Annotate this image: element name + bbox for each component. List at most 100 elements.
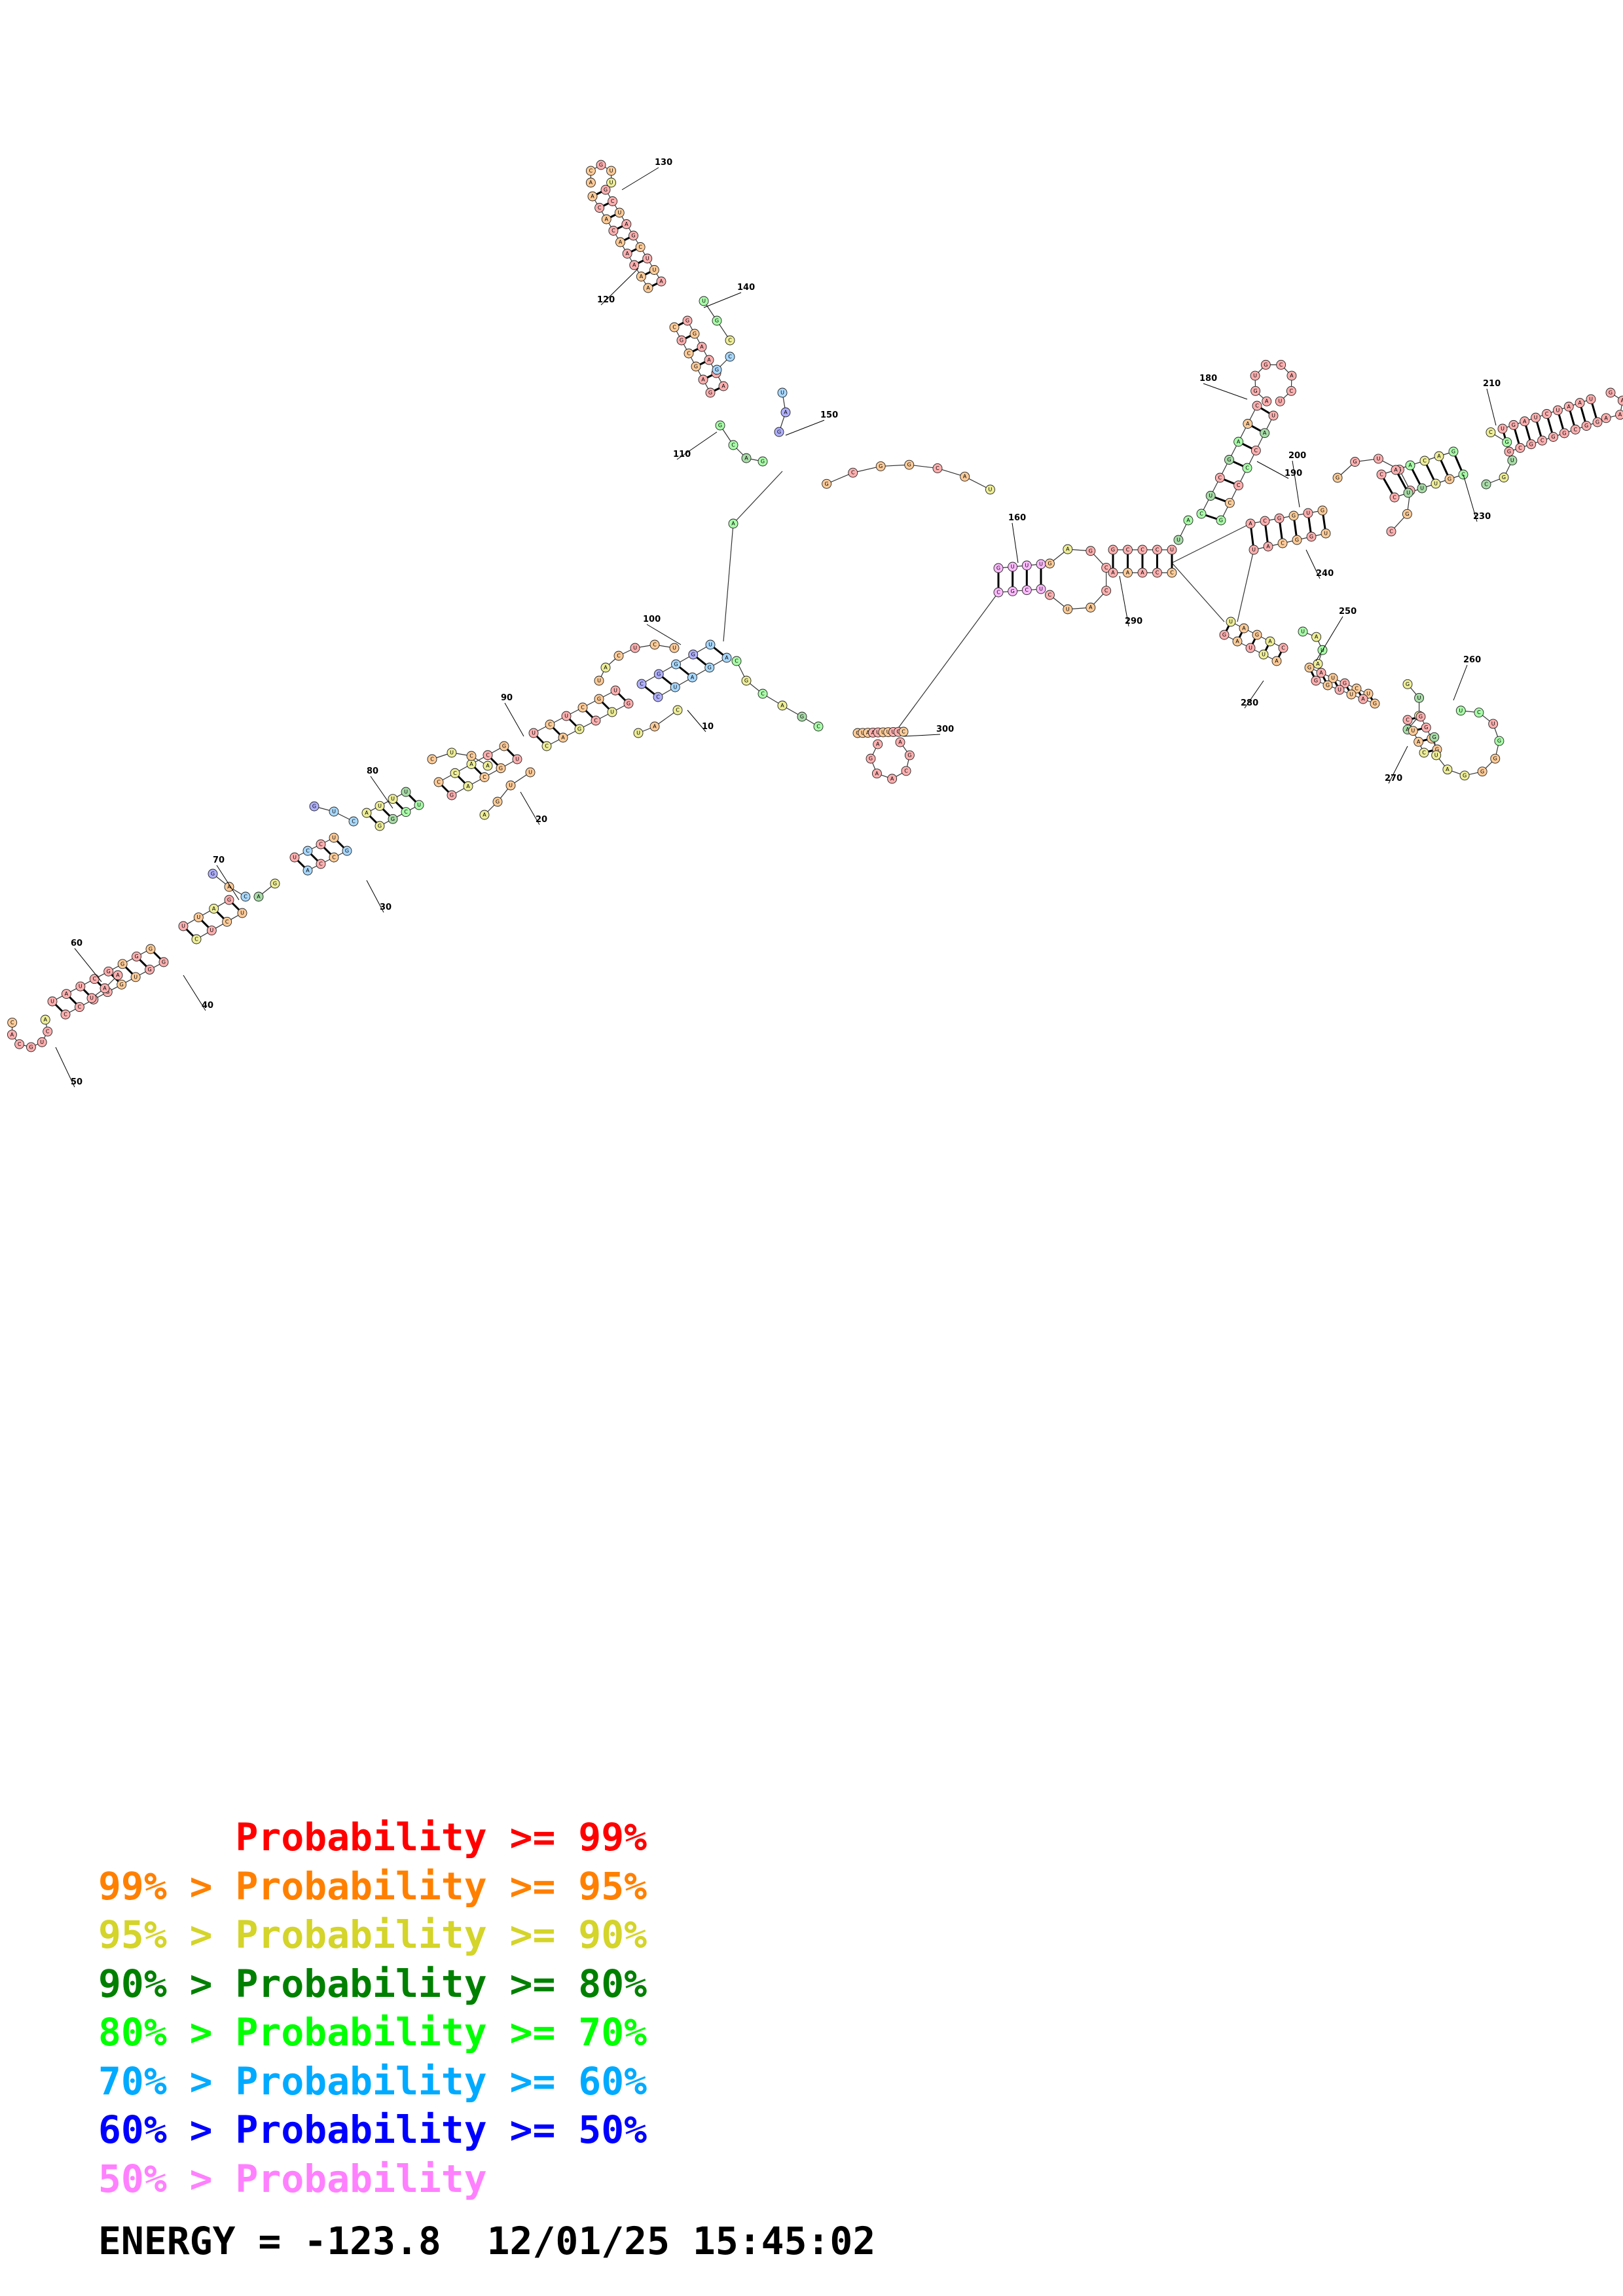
svg-text:G: G — [1314, 678, 1318, 684]
svg-text:C: C — [92, 976, 96, 982]
nucleotide: U — [1249, 545, 1259, 555]
svg-text:U: U — [417, 802, 421, 808]
legend-label: Probability >= 60% — [235, 2058, 647, 2104]
nucleotide: U — [505, 780, 516, 791]
nucleotide: U — [1507, 456, 1518, 465]
svg-text:G: G — [1307, 665, 1311, 671]
legend-prefix: 99% > — [98, 1863, 236, 1909]
nucleotide: U — [561, 711, 572, 721]
nucleotide: A — [873, 739, 883, 749]
base-pair-layer — [51, 188, 1599, 1016]
svg-text:C: C — [761, 691, 765, 697]
svg-text:G: G — [1227, 457, 1231, 463]
position-label: 230 — [1473, 512, 1491, 522]
svg-text:G: G — [134, 954, 138, 960]
legend-row: 90% > Probability >= 80% — [98, 1960, 647, 2009]
svg-text:A: A — [721, 384, 725, 389]
nucleotide: G — [1216, 515, 1226, 526]
nucleotide: C — [725, 335, 735, 346]
nucleotide: A — [1123, 567, 1133, 578]
nucleotide: A — [1271, 656, 1282, 666]
nucleotide: G — [158, 957, 169, 967]
legend-label: Probability — [235, 2156, 487, 2201]
svg-text:A: A — [731, 521, 735, 527]
svg-text:G: G — [1584, 423, 1588, 429]
svg-text:U: U — [240, 910, 244, 916]
svg-text:A: A — [1578, 400, 1582, 406]
svg-text:G: G — [391, 816, 395, 822]
energy-value: -123.8 — [304, 2219, 441, 2263]
svg-text:G: G — [599, 162, 603, 168]
nucleotide: U — [1036, 584, 1046, 594]
svg-text:C: C — [638, 244, 642, 250]
nucleotide: C — [672, 705, 683, 715]
nucleotide: C — [316, 859, 326, 869]
svg-text:G: G — [996, 565, 1000, 571]
svg-text:U: U — [332, 809, 336, 815]
nucleotide: C — [1481, 479, 1491, 490]
nucleotide: G — [208, 869, 218, 879]
svg-text:C: C — [1393, 495, 1396, 501]
nucleotide: A — [1063, 544, 1073, 554]
svg-text:G: G — [1551, 434, 1555, 440]
svg-text:G: G — [869, 756, 873, 762]
nucleotide: U — [699, 296, 709, 306]
svg-text:G: G — [1463, 772, 1467, 778]
nucleotide: A — [113, 970, 123, 980]
svg-text:A: A — [898, 740, 902, 745]
svg-text:C: C — [1489, 429, 1493, 435]
svg-text:C: C — [1573, 427, 1577, 433]
nucleotide: C — [608, 226, 619, 236]
svg-text:G: G — [597, 696, 601, 702]
nucleotide: U — [1328, 673, 1338, 683]
nucleotide: G — [1477, 766, 1487, 777]
svg-text:C: C — [1245, 465, 1249, 471]
nucleotide: U — [985, 484, 995, 495]
nucleotide: A — [960, 471, 970, 482]
nucleotide: C — [1152, 567, 1162, 578]
nucleotide: G — [1502, 437, 1512, 448]
svg-text:U: U — [652, 267, 656, 273]
nucleotide: G — [623, 698, 634, 709]
nucleotide: A — [1391, 465, 1401, 475]
svg-text:U: U — [1338, 687, 1341, 693]
svg-text:U: U — [1039, 562, 1043, 567]
svg-text:U: U — [391, 796, 395, 802]
nucleotide: G — [1581, 421, 1592, 431]
svg-text:C: C — [1477, 709, 1481, 715]
svg-text:G: G — [1451, 449, 1455, 455]
nucleotide: U — [1431, 750, 1442, 761]
svg-text:C: C — [581, 705, 585, 711]
svg-text:C: C — [1389, 528, 1393, 534]
svg-text:A: A — [1246, 421, 1250, 427]
legend-label: Probability >= 95% — [235, 1863, 647, 1909]
nucleotide: A — [466, 759, 477, 769]
nucleotide: G — [1415, 711, 1426, 722]
svg-text:U: U — [528, 770, 532, 776]
svg-text:C: C — [640, 681, 644, 687]
nucleotide: G — [629, 230, 638, 241]
svg-text:C: C — [1228, 500, 1232, 506]
svg-text:U: U — [1510, 457, 1514, 463]
svg-text:C: C — [483, 774, 486, 780]
svg-text:U: U — [1331, 675, 1335, 681]
svg-text:C: C — [1290, 388, 1294, 394]
nucleotide: U — [649, 265, 659, 275]
legend-row: Probability >= 99% — [98, 1813, 647, 1862]
nucleotide: C — [585, 166, 596, 176]
legend-prefix: 70% > — [98, 2058, 236, 2104]
svg-text:C: C — [319, 861, 323, 867]
nucleotide: U — [401, 787, 411, 797]
legend-row: 80% > Probability >= 70% — [98, 2008, 647, 2057]
svg-text:C: C — [902, 729, 905, 735]
svg-text:U: U — [1170, 547, 1174, 553]
svg-text:U: U — [134, 974, 137, 980]
nucleotide: A — [1232, 636, 1243, 647]
nucleotide: A — [1601, 413, 1611, 423]
svg-text:U: U — [989, 486, 993, 492]
nucleotide: A — [253, 891, 264, 902]
svg-text:G: G — [1502, 475, 1506, 480]
nucleotide: C — [653, 692, 663, 702]
nucleotide: A — [1358, 694, 1368, 704]
nucleotide: A — [601, 214, 611, 224]
